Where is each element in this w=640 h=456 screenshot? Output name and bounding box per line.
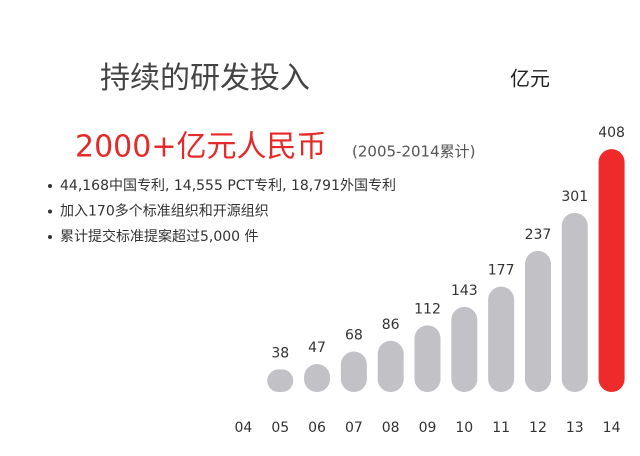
value-label: 86	[382, 317, 400, 333]
bar	[340, 351, 367, 392]
x-tick-label: 06	[308, 420, 326, 436]
unit-label: 亿元	[510, 67, 550, 91]
headline-note: (2005-2014累计)	[352, 143, 475, 161]
x-tick-label: 11	[492, 420, 510, 436]
bar	[414, 325, 441, 392]
bar	[524, 250, 551, 392]
value-label: 237	[525, 227, 552, 243]
x-tick-label: 04	[234, 420, 252, 436]
bar	[488, 286, 515, 392]
bar	[304, 364, 331, 392]
x-tick-label: 14	[603, 420, 621, 436]
value-label: 301	[561, 189, 588, 205]
x-tick-label: 08	[382, 420, 400, 436]
slide-title: 持续的研发投入	[100, 61, 310, 96]
bullet-text: 累计提交标准提案超过5,000 件	[60, 228, 259, 245]
value-label: 408	[598, 125, 625, 141]
x-tick-label: 10	[455, 420, 473, 436]
bar	[561, 212, 588, 392]
value-label: 177	[488, 263, 515, 279]
x-tick-label: 05	[271, 420, 289, 436]
bar	[267, 369, 294, 392]
bar	[451, 306, 478, 392]
headline: 2000+亿元人民币	[75, 130, 326, 165]
bullet-dot	[48, 184, 52, 188]
bar	[598, 149, 625, 392]
x-tick-label: 13	[566, 420, 584, 436]
value-label: 112	[414, 301, 441, 317]
bar	[377, 340, 404, 392]
value-label: 38	[271, 345, 289, 361]
bullet-dot	[48, 235, 52, 239]
value-label: 47	[308, 340, 326, 356]
value-label: 68	[345, 328, 363, 344]
x-tick-label: 09	[419, 420, 437, 436]
bullet-dot	[48, 209, 52, 214]
x-tick-label: 12	[529, 420, 547, 436]
value-label: 143	[451, 283, 478, 299]
bullet-text: 加入170多个标准组织和开源组织	[60, 203, 269, 220]
x-tick-label: 07	[345, 420, 363, 436]
bullet-text: 44,168中国专利, 14,555 PCT专利, 18,791外国专利	[60, 178, 396, 194]
